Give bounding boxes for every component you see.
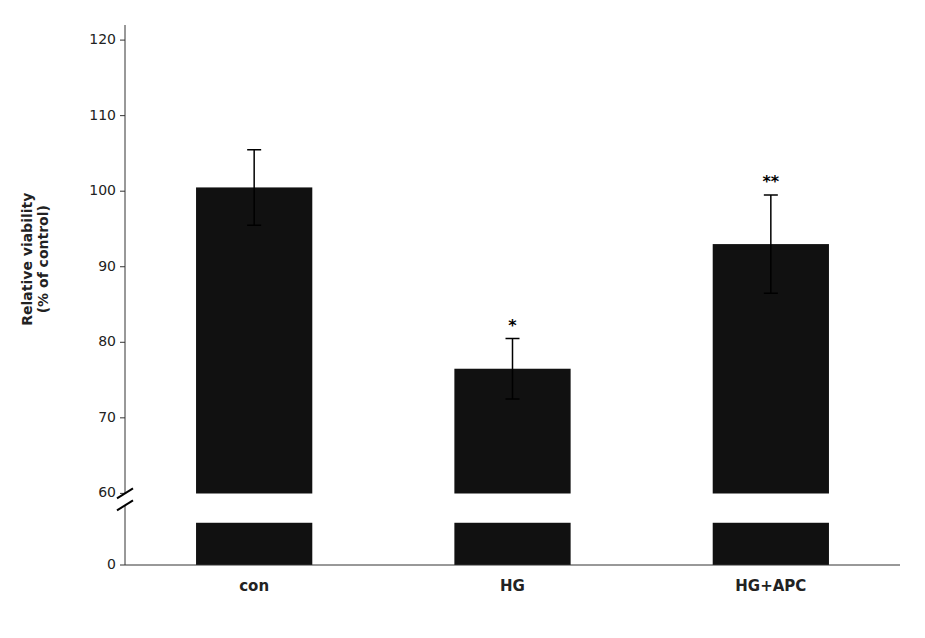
y-axis-label: Relative viability(% of control) [19,193,52,326]
error-line [506,338,520,340]
x-tick-label: HG [500,577,525,595]
error-line [764,194,778,196]
axis-break [117,488,133,510]
error-bar [764,195,778,293]
y-tick-label: 90 [98,258,116,274]
panel: 0 con HG HG+APC [107,505,900,595]
y-axis [125,505,126,565]
y-tick-label: 100 [89,182,116,198]
y-tick-label: 110 [89,107,116,123]
error-line [253,150,255,226]
y-tick-label: 120 [89,31,116,47]
error-line [512,339,514,399]
y-tick [120,417,125,418]
chart: ***60708090100110120Relative viability(%… [0,0,925,638]
significance: ** [762,172,779,191]
error-line [506,398,520,400]
bar [454,523,570,565]
panel: ***60708090100110120Relative viability(%… [19,25,829,500]
y-tick [120,115,125,116]
bar [196,187,312,493]
y-tick [120,565,125,566]
error-line [764,292,778,294]
y-tick-label: 0 [107,556,116,572]
break-mark [117,488,133,498]
y-tick-label: 80 [98,333,116,349]
error-line [247,224,261,226]
y-axis [125,25,126,493]
error-line [770,195,772,293]
y-tick-label: 60 [98,484,116,500]
bars [196,523,829,565]
x-axis [125,565,900,566]
y-tick [120,191,125,192]
x-tick-label: HG+APC [735,577,806,595]
y-tick [120,266,125,267]
y-tick [120,40,125,41]
y-tick [120,342,125,343]
significance: * [508,316,517,335]
error-line [247,149,261,151]
y-tick-label: 70 [98,409,116,425]
error-bar [506,339,520,399]
bars [196,150,829,494]
x-tick-label: con [239,577,269,595]
bar [713,523,829,565]
bar [196,523,312,565]
error-bar [247,150,261,226]
break-mark [117,500,133,510]
